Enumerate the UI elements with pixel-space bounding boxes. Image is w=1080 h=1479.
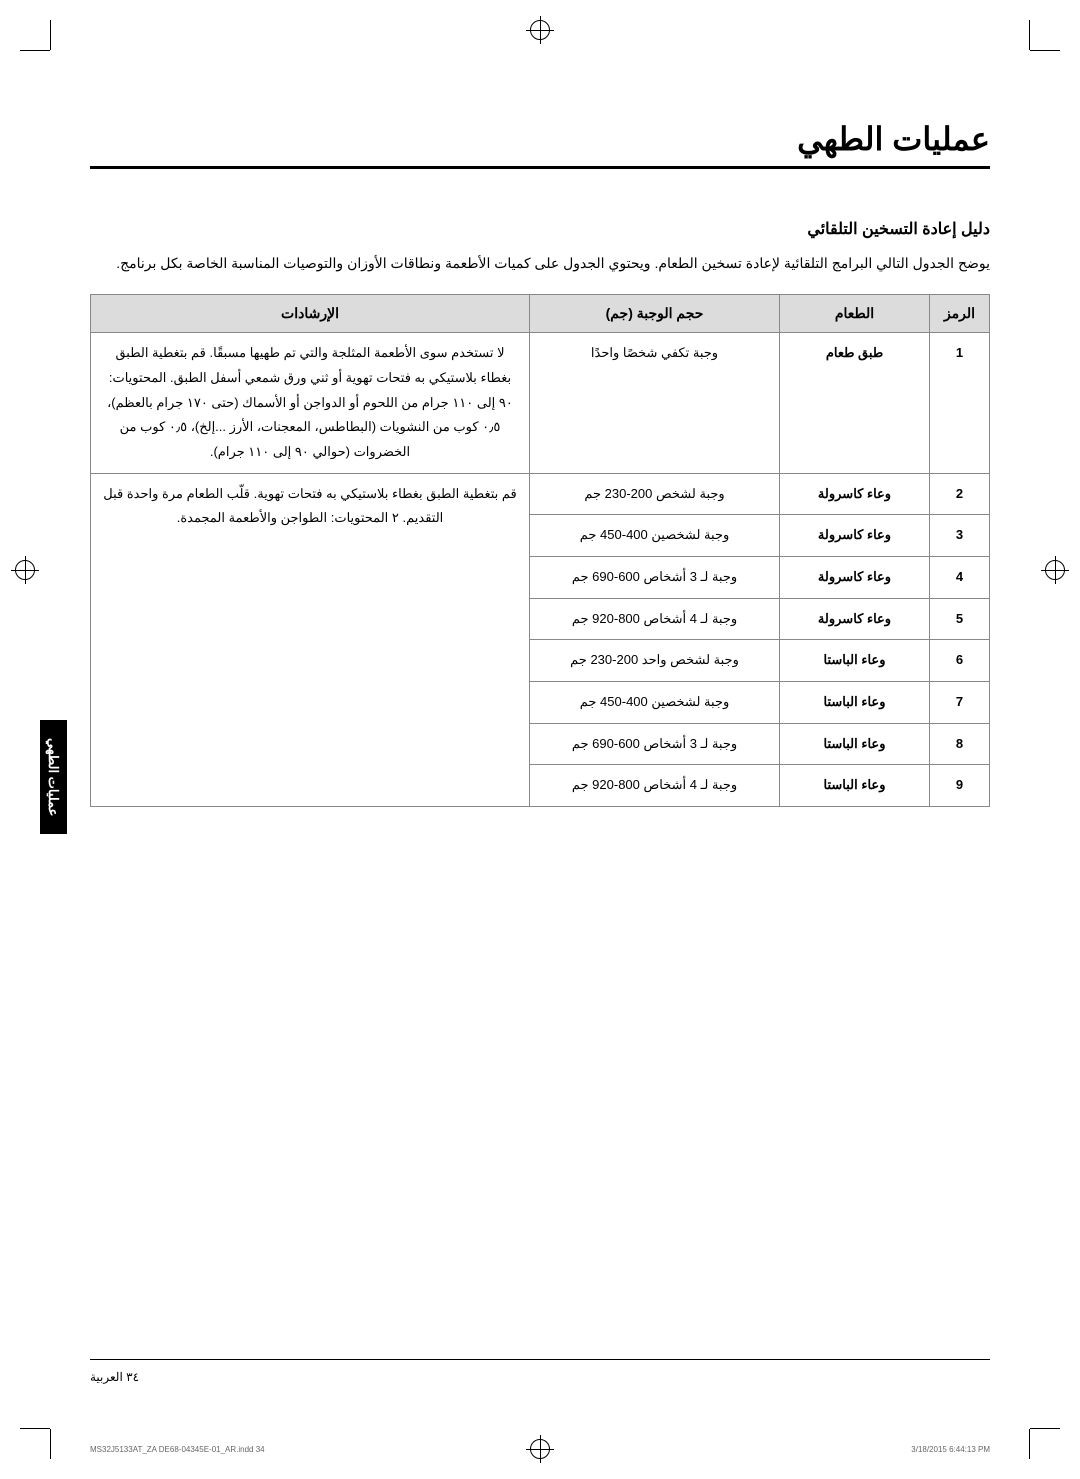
crop-mark xyxy=(50,1429,51,1459)
cell-serving: وجبة لشخصين 400-450 جم xyxy=(530,515,780,557)
cell-code: 2 xyxy=(930,473,990,515)
table-row: 2 وعاء كاسرولة وجبة لشخص 200-230 جم قم ب… xyxy=(91,473,990,515)
registration-mark xyxy=(530,1439,550,1459)
cell-code: 8 xyxy=(930,723,990,765)
registration-mark xyxy=(15,560,35,580)
cell-serving: وجبة لشخص 200-230 جم xyxy=(530,473,780,515)
cell-serving: وجبة لـ 3 أشخاص 600-690 جم xyxy=(530,723,780,765)
cell-serving: وجبة لـ 3 أشخاص 600-690 جم xyxy=(530,557,780,599)
cell-food: وعاء الباستا xyxy=(780,682,930,724)
header-code: الرمز xyxy=(930,295,990,333)
crop-mark xyxy=(1029,20,1030,50)
registration-mark xyxy=(1045,560,1065,580)
cell-serving: وجبة لـ 4 أشخاص 800-920 جم xyxy=(530,598,780,640)
cell-code: 3 xyxy=(930,515,990,557)
table-row: 1 طبق طعام وجبة تكفي شخصًا واحدًا لا تست… xyxy=(91,333,990,473)
cell-code: 1 xyxy=(930,333,990,473)
table-header-row: الرمز الطعام حجم الوجبة (جم) الإرشادات xyxy=(91,295,990,333)
cell-serving: وجبة لـ 4 أشخاص 800-920 جم xyxy=(530,765,780,807)
print-info-right: 3/18/2015 6:44:13 PM xyxy=(911,1445,990,1454)
cell-food: وعاء كاسرولة xyxy=(780,473,930,515)
reheat-guide-table: الرمز الطعام حجم الوجبة (جم) الإرشادات 1… xyxy=(90,294,990,807)
cell-serving: وجبة لشخصين 400-450 جم xyxy=(530,682,780,724)
crop-mark xyxy=(1029,1429,1030,1459)
header-food: الطعام xyxy=(780,295,930,333)
crop-mark xyxy=(20,1428,50,1429)
cell-code: 7 xyxy=(930,682,990,724)
cell-instructions: قم بتغطية الطبق بغطاء بلاستيكي به فتحات … xyxy=(91,473,530,807)
section-title: دليل إعادة التسخين التلقائي xyxy=(90,219,990,239)
cell-food: وعاء الباستا xyxy=(780,765,930,807)
crop-mark xyxy=(1030,50,1060,51)
cell-serving: وجبة تكفي شخصًا واحدًا xyxy=(530,333,780,473)
header-instructions: الإرشادات xyxy=(91,295,530,333)
registration-mark xyxy=(530,20,550,40)
cell-code: 6 xyxy=(930,640,990,682)
intro-text: يوضح الجدول التالي البرامج التلقائية لإع… xyxy=(90,251,990,276)
side-tab: عمليات الطهي xyxy=(40,720,67,834)
page-number: ٣٤ العربية xyxy=(90,1370,139,1384)
cell-serving: وجبة لشخص واحد 200-230 جم xyxy=(530,640,780,682)
page-content: عمليات الطهي دليل إعادة التسخين التلقائي… xyxy=(0,0,1080,867)
cell-food: وعاء الباستا xyxy=(780,640,930,682)
crop-mark xyxy=(20,50,50,51)
page-title: عمليات الطهي xyxy=(90,120,990,169)
cell-food: وعاء الباستا xyxy=(780,723,930,765)
header-serving: حجم الوجبة (جم) xyxy=(530,295,780,333)
cell-code: 9 xyxy=(930,765,990,807)
cell-food: وعاء كاسرولة xyxy=(780,515,930,557)
print-info-left: MS32J5133AT_ZA DE68-04345E-01_AR.indd 34 xyxy=(90,1445,265,1454)
cell-food: وعاء كاسرولة xyxy=(780,598,930,640)
cell-code: 5 xyxy=(930,598,990,640)
cell-food: وعاء كاسرولة xyxy=(780,557,930,599)
footer: ٣٤ العربية xyxy=(90,1359,990,1384)
cell-food: طبق طعام xyxy=(780,333,930,473)
cell-instructions: لا تستخدم سوى الأطعمة المثلجة والتي تم ط… xyxy=(91,333,530,473)
crop-mark xyxy=(50,20,51,50)
crop-mark xyxy=(1030,1428,1060,1429)
cell-code: 4 xyxy=(930,557,990,599)
